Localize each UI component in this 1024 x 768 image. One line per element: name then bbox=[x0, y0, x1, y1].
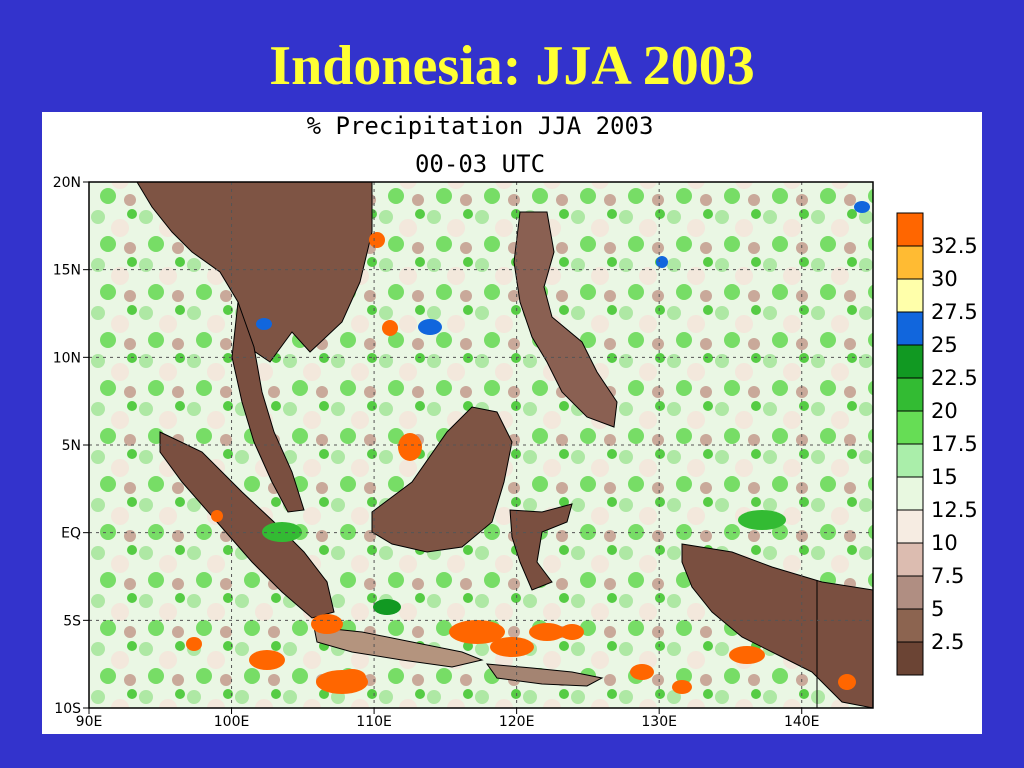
legend-swatch bbox=[896, 476, 924, 511]
lat-tick-label: EQ bbox=[61, 526, 81, 542]
legend-swatch bbox=[896, 608, 924, 643]
lat-tick-label: 5N bbox=[62, 438, 81, 454]
latitude-axis: 20N 15N 10N 5N EQ 5S 10S bbox=[53, 175, 89, 717]
lat-tick-label: 15N bbox=[53, 263, 81, 279]
legend-swatch bbox=[896, 443, 924, 478]
legend-label: 7.5 bbox=[931, 564, 964, 588]
map-area bbox=[89, 182, 873, 708]
legend-label: 15 bbox=[931, 465, 958, 489]
legend-swatch bbox=[896, 509, 924, 544]
legend-swatch bbox=[896, 212, 924, 247]
legend-label: 27.5 bbox=[931, 300, 978, 324]
legend-label: 22.5 bbox=[931, 366, 978, 390]
legend-label: 17.5 bbox=[931, 432, 978, 456]
lon-tick-label: 100E bbox=[214, 714, 250, 730]
land-lesser-sunda bbox=[485, 663, 604, 687]
lat-tick-label: 10N bbox=[53, 350, 81, 366]
map-title-line1: % Precipitation JJA 2003 bbox=[307, 112, 654, 140]
legend-swatch bbox=[896, 245, 924, 280]
lon-tick-label: 140E bbox=[784, 714, 820, 730]
legend-swatch bbox=[896, 542, 924, 577]
lat-tick-label: 20N bbox=[53, 175, 81, 191]
legend-label: 25 bbox=[931, 333, 958, 357]
legend-label: 30 bbox=[931, 267, 958, 291]
lon-tick-label: 120E bbox=[499, 714, 535, 730]
legend-swatch bbox=[896, 311, 924, 346]
lon-tick-label: 130E bbox=[641, 714, 677, 730]
legend-label: 20 bbox=[931, 399, 958, 423]
land-borneo bbox=[371, 406, 513, 553]
lat-tick-label: 10S bbox=[54, 701, 81, 717]
land-indochina bbox=[136, 182, 373, 363]
legend-swatch bbox=[896, 410, 924, 445]
legend-swatch bbox=[896, 575, 924, 610]
land-new-guinea bbox=[681, 543, 873, 708]
figure-panel: % Precipitation JJA 2003 00-03 UTC bbox=[42, 112, 982, 734]
land-malay-peninsula bbox=[231, 301, 305, 513]
lon-tick-label: 110E bbox=[356, 714, 392, 730]
longitude-axis: 90E 100E 110E 120E 130E 140E bbox=[76, 708, 820, 730]
legend-label: 12.5 bbox=[931, 498, 978, 522]
precipitation-map-figure: % Precipitation JJA 2003 00-03 UTC bbox=[53, 112, 978, 730]
map-title-line2: 00-03 UTC bbox=[415, 150, 545, 178]
land-sulawesi bbox=[509, 503, 573, 591]
slide-title: Indonesia: JJA 2003 bbox=[269, 35, 755, 97]
legend-label: 5 bbox=[931, 597, 944, 621]
land-philippines bbox=[513, 211, 618, 428]
lat-tick-label: 5S bbox=[63, 613, 81, 629]
legend-swatch bbox=[896, 344, 924, 379]
legend-swatch bbox=[896, 641, 924, 676]
map-gridlines bbox=[89, 182, 873, 708]
legend-label: 32.5 bbox=[931, 234, 978, 258]
color-legend: 32.5 30 27.5 25 22.5 20 17.5 15 12.5 10 7.5 5 2.5 bbox=[896, 212, 978, 676]
lon-tick-label: 90E bbox=[76, 714, 103, 730]
land-java bbox=[313, 626, 484, 668]
legend-label: 2.5 bbox=[931, 630, 964, 654]
legend-swatch bbox=[896, 278, 924, 313]
legend-swatch bbox=[896, 377, 924, 412]
legend-label: 10 bbox=[931, 531, 958, 555]
heavy-precip-patches bbox=[186, 201, 870, 694]
